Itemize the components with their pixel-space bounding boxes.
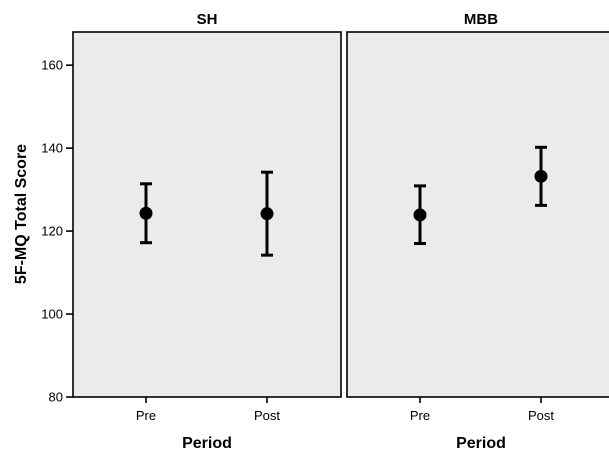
y-tick-label: 140 — [41, 141, 63, 156]
panel-mbb-xlabel: Period — [456, 435, 506, 452]
x-tick-label: Pre — [136, 408, 156, 423]
y-tick-label: 100 — [41, 307, 63, 322]
panel-sh: SH Period Pre Post — [72, 11, 342, 452]
panel-sh-frame — [72, 31, 342, 398]
y-tick-label: 160 — [41, 58, 63, 73]
panel-mbb: MBB Period Pre Post — [346, 11, 609, 452]
mean-point — [139, 206, 153, 220]
x-tick-label: Post — [528, 408, 554, 423]
mean-point — [534, 169, 548, 183]
y-tick-label: 80 — [49, 390, 63, 405]
x-tick-label: Post — [254, 408, 280, 423]
panel-sh-title: SH — [197, 11, 218, 28]
mean-point — [413, 208, 427, 222]
y-tick-label: 120 — [41, 224, 63, 239]
panel-mbb-frame — [346, 31, 609, 398]
panel-mbb-title: MBB — [464, 11, 498, 28]
panel-mbb-marks: Pre Post — [410, 145, 554, 423]
y-axis: 80 100 120 140 160 — [41, 58, 73, 405]
mean-point — [260, 207, 274, 221]
x-tick-label: Pre — [410, 408, 430, 423]
panel-sh-xlabel: Period — [182, 435, 232, 452]
panel-sh-marks: Pre Post — [136, 170, 280, 423]
y-axis-label: 5F-MQ Total Score — [13, 144, 30, 284]
